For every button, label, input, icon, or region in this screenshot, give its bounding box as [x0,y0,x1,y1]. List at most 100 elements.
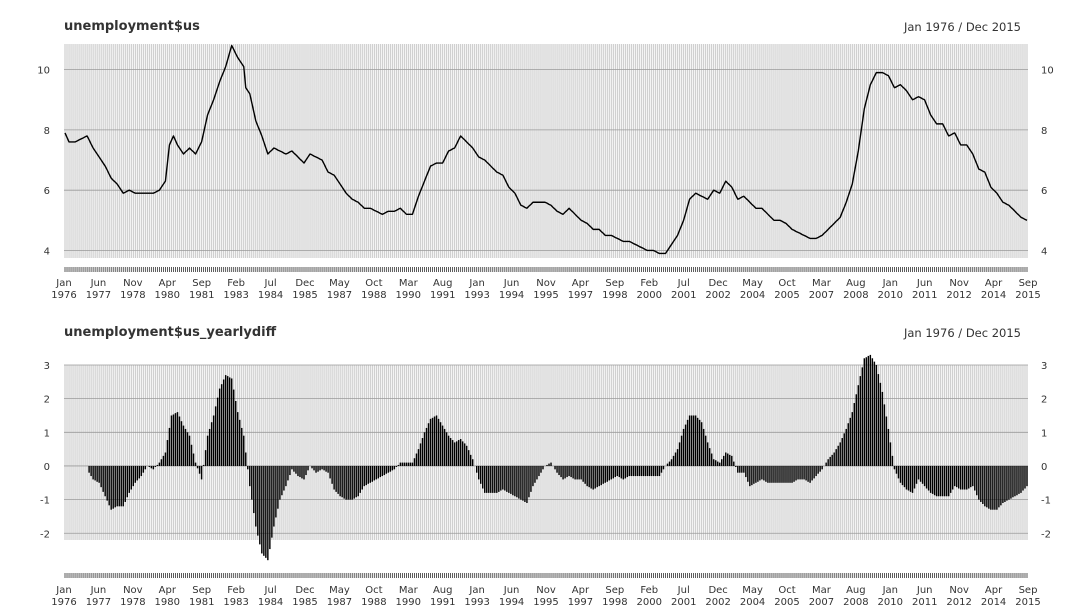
bar [596,465,598,488]
bar [548,463,550,466]
bar [861,367,864,466]
bar [500,465,502,491]
bar [590,465,592,489]
x-tick-label-month: Aug [433,585,453,596]
bar [745,465,747,478]
x-tick-label-month: Oct [778,278,795,289]
bar [986,465,988,508]
bar [893,465,896,470]
bar [484,465,486,493]
bar [813,465,815,479]
bar [801,465,803,480]
x-tick-label-month: Feb [640,278,658,289]
bar [275,465,277,518]
x-tick-label-month: Apr [159,278,177,289]
bar [508,465,510,493]
bar [933,465,936,496]
bar [962,465,964,490]
bar [560,465,562,478]
bar [427,423,430,466]
bar [357,465,359,497]
x-tick-label-year: 1980 [155,597,180,608]
x-tick-label-month: May [329,278,350,289]
bar [208,428,211,466]
bar [855,394,858,466]
bar [522,465,524,501]
bar [775,465,777,483]
bar [941,465,944,497]
x-tick-label-year: 2005 [774,597,799,608]
x-tick-label-month: Mar [399,278,419,289]
bar [144,465,147,470]
bar [646,465,649,477]
bar [524,465,526,502]
bar [482,465,484,489]
bar [301,465,303,479]
x-tick-label-year: 2000 [637,290,662,301]
y-tick-label-right: 10 [1041,66,1054,77]
bar [154,465,157,467]
bar [391,465,394,471]
bar [423,432,426,466]
x-tick-label-year: 2015 [1015,597,1040,608]
bar [759,465,761,481]
bar [206,435,209,466]
x-tick-label-month: Jan [55,585,71,596]
bar [638,465,641,477]
bar [817,465,819,474]
bar [558,465,560,476]
bar [441,425,444,466]
bar [337,465,339,494]
bar [807,465,809,482]
bar [821,465,823,470]
bar [640,465,643,477]
bar [321,465,323,470]
bar [381,465,384,477]
bar [530,465,532,492]
bar [616,465,619,477]
bar [725,452,727,466]
x-tick-label-year: 1990 [396,597,421,608]
bar [905,465,908,490]
bar [610,465,612,480]
vertical-grid-lines [64,44,1028,258]
bar [554,465,556,470]
bar [532,465,534,487]
bar [335,465,337,492]
x-tick-label-year: 1998 [602,290,627,301]
bar [654,465,657,477]
bar [297,465,299,477]
bar [331,465,333,484]
x-tick-label-year: 2012 [946,597,971,608]
bar [287,465,289,481]
x-tick-label-month: Sep [605,585,624,596]
x-tick-label-month: Apr [572,278,590,289]
bar [387,465,390,473]
bar [765,465,767,482]
bar [881,391,884,466]
bar [550,462,552,466]
bar [955,465,958,488]
x-tick-label-month: Nov [536,585,556,596]
bar [729,454,731,466]
bar [518,465,520,499]
bar [1002,465,1004,503]
bar [620,465,623,479]
bar [492,465,494,493]
x-tick-label-month: Sep [192,278,211,289]
bar [182,425,185,466]
bar [471,459,474,466]
y-tick-label-left: 4 [44,246,50,257]
y-tick-label-right: 8 [1041,126,1047,137]
y-tick-label-right: 3 [1041,361,1047,372]
bar [317,465,319,472]
bar [873,361,876,466]
bar [190,444,193,466]
bar [132,465,135,487]
bar [136,465,139,481]
bar [168,427,171,466]
bar [739,465,741,473]
time-index-strip [64,267,1028,272]
